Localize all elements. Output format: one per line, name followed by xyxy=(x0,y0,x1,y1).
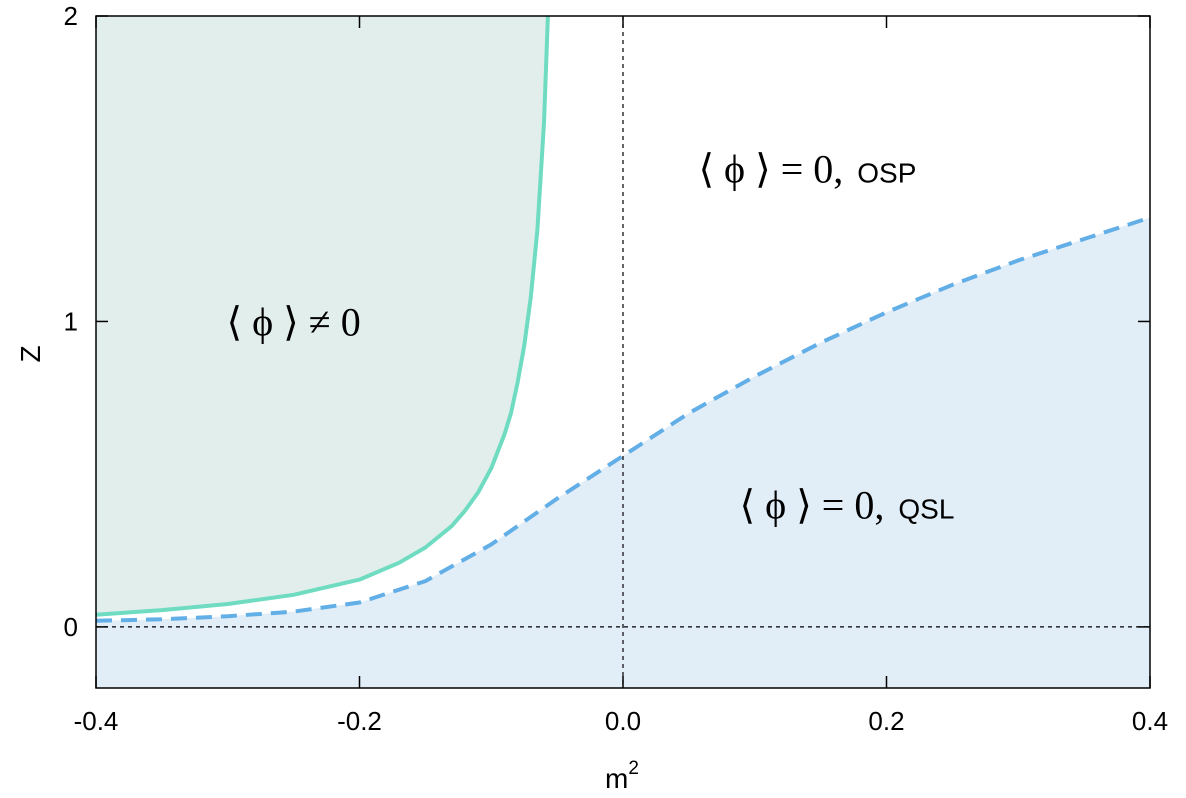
region-label-2: ⟨ ϕ ⟩ = 0, OSP xyxy=(698,147,916,192)
y-tick-label: 2 xyxy=(64,1,78,31)
y-tick-label: 0 xyxy=(64,612,78,642)
reference-lines xyxy=(96,16,1150,688)
region-labels: ⟨ ϕ ⟩ ≠ 0 ⟨ ϕ ⟩ = 0, OSP ⟨ ϕ ⟩ = 0, QSL xyxy=(227,147,955,528)
x-tick-label: 0.0 xyxy=(605,706,641,736)
region-fill-1 xyxy=(96,16,548,615)
boundary-curve-1 xyxy=(95,15,550,617)
region-label-math: ⟨ ϕ ⟩ ≠ 0 xyxy=(227,299,361,344)
x-tick-label: 0.4 xyxy=(1132,706,1168,736)
axis-ticks: -0.4 -0.2 0.0 0.2 0.4 0 1 2 xyxy=(64,1,1169,736)
region-label-3: ⟨ ϕ ⟩ = 0, QSL xyxy=(740,483,955,528)
x-tick-label: -0.4 xyxy=(74,706,119,736)
x-tick-label: 0.2 xyxy=(868,706,904,736)
region-fill-2 xyxy=(96,217,1150,688)
region-label-math: ⟨ ϕ ⟩ = 0, xyxy=(698,147,843,192)
y-tick-label: 1 xyxy=(64,306,78,336)
region-label-1: ⟨ ϕ ⟩ ≠ 0 xyxy=(227,299,361,344)
boundary-curve-2 xyxy=(95,215,1151,623)
region-label-phase: QSL xyxy=(898,494,954,525)
y-axis-label: Z xyxy=(15,345,46,362)
phase-boundary-curves xyxy=(95,15,1151,623)
x-tick-label: -0.2 xyxy=(337,706,382,736)
region-label-math: ⟨ ϕ ⟩ = 0, xyxy=(740,483,885,528)
region-label-phase: OSP xyxy=(857,158,916,189)
x-axis-label: m2 xyxy=(605,758,639,794)
region-fills xyxy=(96,16,1150,688)
